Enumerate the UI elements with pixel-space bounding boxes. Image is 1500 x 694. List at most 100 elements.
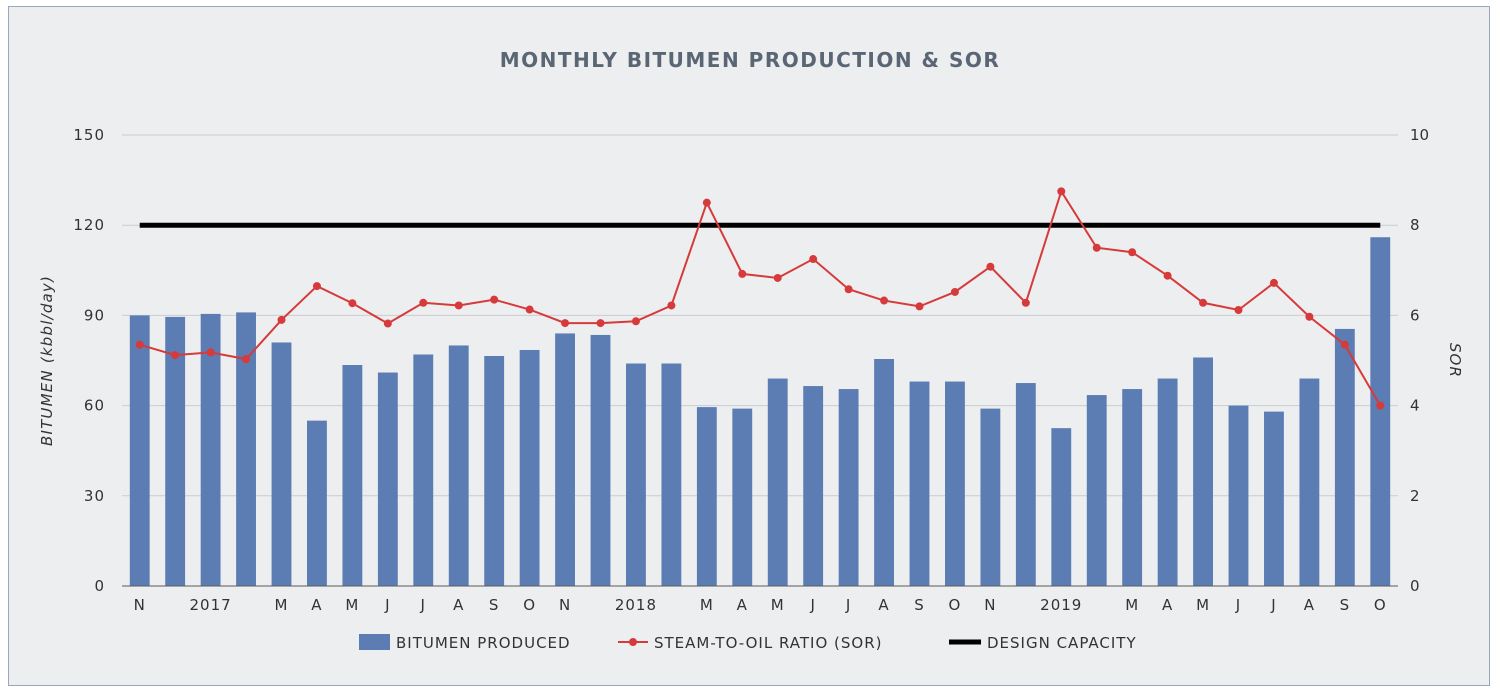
bar [874, 358, 894, 586]
y2-tick-label: 6 [1410, 306, 1420, 324]
bar [626, 363, 646, 586]
bar [271, 342, 292, 586]
bar [377, 372, 398, 586]
x-tick-label: M [275, 596, 289, 614]
y-tick-label: 90 [84, 306, 105, 324]
y-tick-label: 60 [84, 397, 105, 415]
sor-point [1057, 187, 1066, 196]
x-tick-label: O [949, 596, 962, 614]
chart-title: MONTHLY BITUMEN PRODUCTION & SOR [499, 48, 1001, 72]
x-tick-label: M [345, 596, 359, 614]
sor-series [135, 187, 1385, 410]
sor-point [702, 198, 711, 207]
sor-point [171, 351, 180, 360]
bar [342, 365, 363, 586]
y-tick-label: 30 [84, 487, 105, 505]
bar [1370, 237, 1391, 586]
x-tick-label: J [384, 596, 390, 614]
x-tick-label: 2017 [190, 596, 232, 614]
bar [1228, 405, 1249, 586]
sor-point [348, 299, 357, 308]
sor-point [880, 296, 889, 305]
x-tick-label: J [1235, 596, 1241, 614]
bar [661, 363, 682, 586]
x-tick-label: J [1270, 596, 1276, 614]
sor-line [139, 189, 1382, 407]
x-tick-label: M [1125, 596, 1139, 614]
sor-point [738, 269, 747, 278]
legend: BITUMEN PRODUCED STEAM-TO-OIL RATIO (SOR)… [359, 634, 1137, 652]
sor-point [950, 287, 959, 296]
bar [307, 420, 327, 586]
sor-point [986, 262, 995, 271]
bar [980, 408, 1001, 586]
x-tick-label: S [489, 596, 500, 614]
sor-point [1092, 243, 1101, 252]
bar [1086, 395, 1107, 586]
sor-point [667, 301, 676, 310]
sor-point [1199, 298, 1208, 307]
sor-point [1234, 305, 1243, 314]
bar [1122, 389, 1143, 586]
x-tick-label: A [311, 596, 322, 614]
bar [413, 354, 434, 586]
sor-point [1269, 278, 1278, 287]
bar [200, 313, 221, 586]
bar [732, 408, 753, 586]
bar [519, 349, 540, 586]
legend-label-capacity: DESIGN CAPACITY [987, 634, 1137, 652]
x-tick-label: M [771, 596, 785, 614]
sor-point [1305, 312, 1314, 321]
x-tick-label: A [1162, 596, 1173, 614]
bar [1193, 357, 1213, 586]
sor-point [561, 319, 570, 328]
x-tick-label: 2018 [615, 596, 657, 614]
x-tick-label: 2019 [1040, 596, 1082, 614]
bar [838, 389, 859, 586]
legend-label-bitumen: BITUMEN PRODUCED [396, 634, 571, 652]
sor-point [454, 301, 463, 310]
bar [484, 355, 505, 586]
sor-point [809, 255, 818, 264]
x-tick-label: N [134, 596, 146, 614]
legend-label-sor: STEAM-TO-OIL RATIO (SOR) [654, 634, 883, 652]
sor-point [596, 319, 605, 328]
bar [129, 315, 150, 586]
legend-swatch-sor-point [629, 638, 637, 646]
sor-point [1340, 340, 1349, 349]
sor-point [631, 317, 640, 326]
bar [1299, 378, 1320, 586]
sor-point [419, 298, 428, 307]
bar [1157, 378, 1178, 586]
x-tick-label: S [914, 596, 925, 614]
sor-point [1021, 298, 1030, 307]
y2-tick-label: 2 [1410, 487, 1420, 505]
x-tick-label: N [984, 596, 996, 614]
sor-point [1163, 271, 1172, 280]
x-tick-label: J [845, 596, 851, 614]
x-tick-label: J [809, 596, 815, 614]
sor-point [773, 273, 782, 282]
bar [767, 378, 788, 586]
y2-tick-label: 4 [1410, 397, 1420, 415]
sor-point [844, 285, 853, 294]
sor-point [242, 355, 251, 364]
y2-tick-label: 10 [1410, 126, 1429, 144]
bar [945, 381, 965, 586]
legend-swatch-bitumen [359, 634, 390, 650]
y-tick-label: 150 [73, 126, 105, 144]
sor-point [277, 315, 286, 324]
x-tick-label: J [420, 596, 426, 614]
x-tick-label: A [453, 596, 464, 614]
bar [909, 381, 930, 586]
sor-point [1128, 248, 1137, 257]
x-tick-label: A [1304, 596, 1315, 614]
bar [165, 316, 186, 586]
sor-point [312, 282, 321, 291]
sor-point [1376, 401, 1385, 410]
y2-axis-title: SOR [1446, 343, 1464, 378]
sor-point [135, 340, 144, 349]
sor-point [383, 319, 392, 328]
